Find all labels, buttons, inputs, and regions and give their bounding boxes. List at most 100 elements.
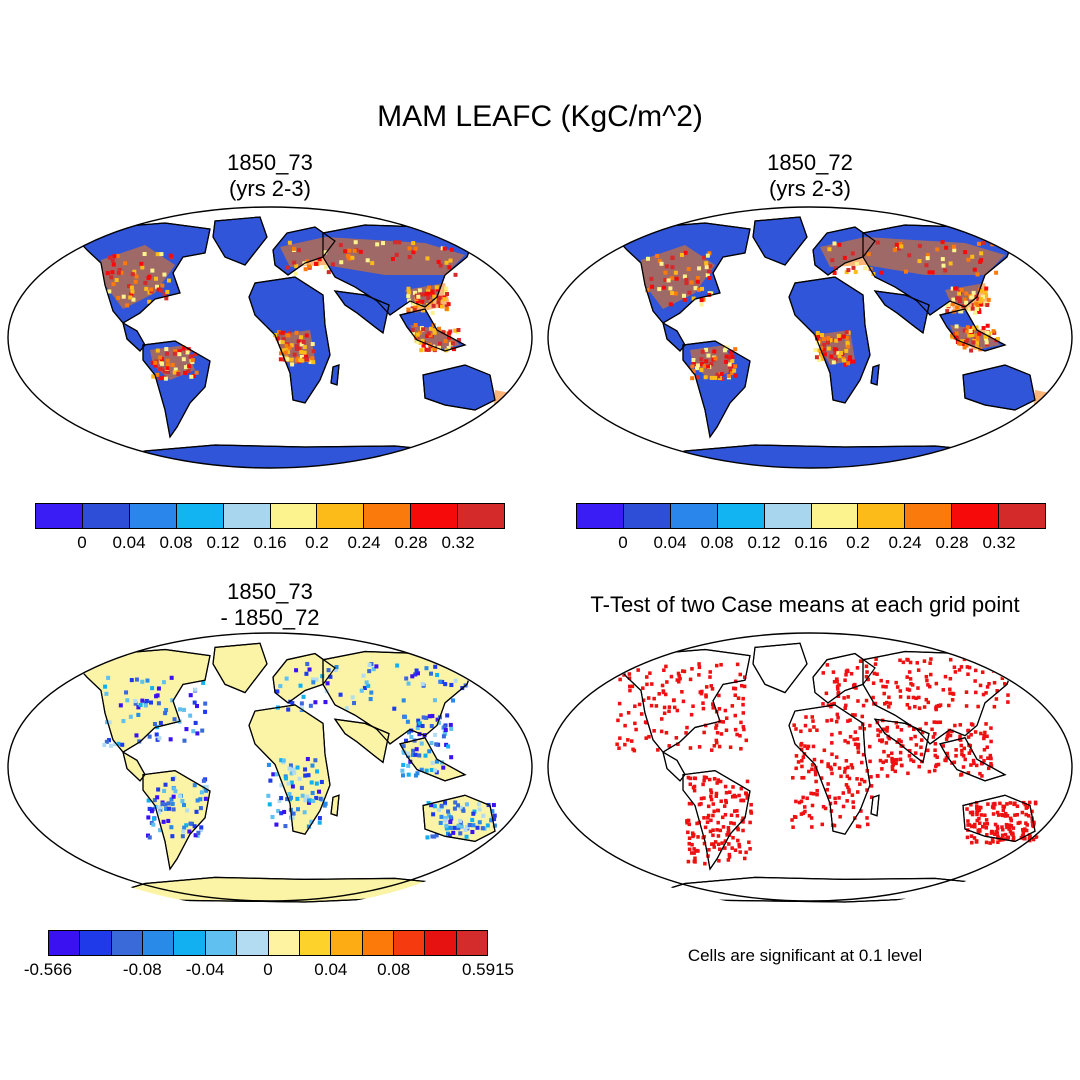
map-tr-cell	[985, 330, 990, 335]
map-bl-cell	[279, 783, 284, 788]
map-bl-cell	[182, 802, 187, 808]
map-bl-cell	[364, 680, 369, 685]
map-br-sig-cell	[941, 688, 946, 692]
map-tl-cell	[331, 262, 336, 267]
map-bl-cell	[170, 777, 175, 782]
map-br-sig-cell	[733, 713, 738, 718]
map-br-sig-cell	[652, 729, 656, 733]
map-bl-frame	[7, 632, 533, 902]
map-br-sig-cell	[690, 842, 694, 847]
map-bl-cell	[151, 816, 156, 821]
map-tr-cell	[825, 340, 830, 345]
map-tl-cell	[189, 374, 194, 379]
map-tr-cell	[981, 240, 986, 245]
map-bl-cell	[295, 765, 300, 770]
map-br-sig-cell	[708, 829, 713, 834]
map-tl-cell	[453, 272, 458, 277]
map-bl-cell	[323, 801, 328, 806]
map-tr-cell	[917, 259, 922, 264]
map-tr-cell	[935, 247, 940, 252]
map-bl-cell	[444, 823, 449, 828]
map-tr-coast-africa	[788, 276, 871, 404]
map-bl-cell	[303, 767, 308, 772]
map-br-sig-cell	[715, 828, 719, 832]
map-br-sig-cell	[800, 758, 804, 763]
map-br-sig-cell	[676, 671, 681, 676]
map-bl-cell	[461, 808, 466, 813]
map-br-sig-cell	[837, 766, 842, 770]
map-bl-cell	[406, 730, 411, 735]
map-br-sig-cell	[724, 716, 729, 721]
map-tr-cell	[691, 369, 696, 374]
map-br-sig-cell	[833, 800, 838, 805]
map-br-sig-cell	[842, 770, 847, 774]
map-br-sig-cell	[857, 824, 862, 829]
map-bl-cell	[338, 692, 343, 697]
map-bl-cell	[152, 721, 157, 727]
map-tl-cell	[130, 272, 135, 277]
map-br-sig-cell	[685, 819, 689, 823]
map-tl-cell	[346, 254, 351, 259]
map-tl-cell	[303, 267, 308, 272]
map-br-sig-cell	[851, 800, 855, 804]
map-br-sig-cell	[711, 706, 716, 710]
map-br-sig-cell	[741, 828, 745, 833]
colorbar-1850-73-box-7	[364, 504, 412, 528]
map-tl-cell	[111, 262, 116, 267]
map-tr-cell	[819, 346, 824, 351]
map-tl-cell	[397, 240, 402, 245]
map-tl-cell	[117, 268, 122, 273]
map-bl-cell	[401, 762, 406, 768]
map-br-sig-cell	[645, 675, 649, 679]
map-br-sig-cell	[1000, 825, 1004, 829]
map-br-sig-cell	[866, 677, 870, 682]
map-tr-cell	[954, 324, 959, 329]
map-bl-cell	[456, 823, 461, 828]
map-bl-cell	[103, 684, 108, 689]
map-br-sig-cell	[1007, 663, 1011, 668]
map-br-sig-cell	[846, 719, 850, 723]
map-tr-cell	[720, 376, 725, 381]
map-tr-cell	[903, 269, 908, 274]
map-br-sig-cell	[711, 813, 715, 818]
map-br-sig-cell	[685, 820, 689, 825]
map-br-sig-cell	[945, 751, 950, 756]
map-br-new-zealand	[1039, 833, 1054, 858]
map-br-sig-cell	[719, 732, 724, 736]
map-tr-cell	[953, 286, 958, 291]
map-bl-cell	[464, 834, 469, 839]
map-tl-cell	[448, 258, 453, 263]
map-br-sig-cell	[633, 704, 637, 709]
map-br-sig-cell	[1003, 832, 1008, 837]
map-tr-cell	[879, 270, 884, 275]
map-br-sig-cell	[680, 669, 685, 673]
map-tl-cell	[440, 304, 445, 309]
map-br-sig-cell	[832, 701, 836, 706]
map-br-sig-cell	[723, 839, 728, 843]
map-bl-cell	[315, 769, 320, 774]
panel-title-top-right-line2: (yrs 2-3)	[769, 176, 851, 201]
map-bl-cell	[164, 806, 169, 811]
map-tl-cell	[165, 369, 170, 374]
map-br-sig-cell	[914, 743, 919, 747]
colorbar-1850-73-box-5	[270, 504, 318, 528]
map-bl-cell	[433, 768, 438, 773]
map-tl-coast-australia	[422, 364, 496, 411]
map-tr-cell	[950, 286, 955, 291]
map-br-sig-cell	[749, 811, 754, 815]
map-br-sig-cell	[687, 822, 692, 827]
map-br-sig-cell	[865, 788, 869, 792]
map-bl-cell	[157, 736, 162, 741]
map-bl-cell	[452, 825, 457, 830]
map-br-sig-cell	[748, 846, 752, 851]
map-br-sig-cell	[675, 708, 680, 713]
map-tr-cell	[965, 329, 970, 334]
map-tr-cell	[705, 253, 710, 258]
map-br-sig-cell	[803, 805, 807, 809]
map-br-sig-cell	[727, 842, 731, 846]
map-bl-cell	[305, 794, 310, 799]
map-br-sig-cell	[732, 821, 736, 826]
map-tl-cell	[285, 357, 290, 362]
map-br-sig-cell	[731, 785, 735, 789]
map-br-sig-cell	[826, 764, 830, 769]
